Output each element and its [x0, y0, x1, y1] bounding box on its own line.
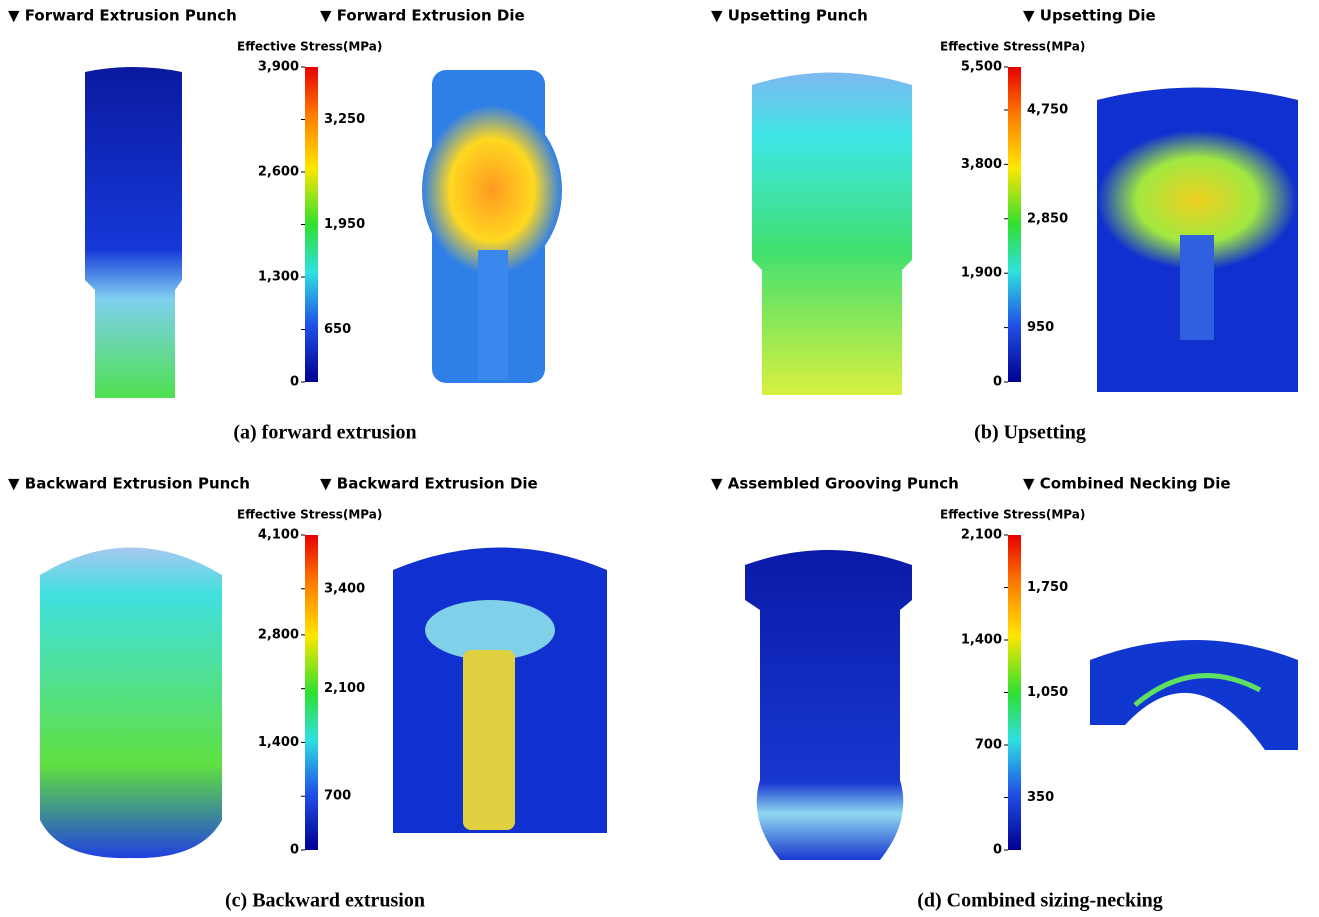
punch-shape — [40, 548, 222, 859]
caption: (c) Backward extrusion — [225, 890, 425, 912]
punch-title: ▼ Forward Extrusion Punch — [8, 7, 237, 25]
punch-title: ▼ Assembled Grooving Punch — [711, 475, 959, 493]
tick-label: 1,400 — [258, 735, 299, 750]
tick-label: 650 — [324, 322, 351, 337]
punch-shape — [745, 550, 912, 860]
tick-label: 3,900 — [258, 60, 299, 75]
die-title: ▼ Upsetting Die — [1023, 7, 1156, 25]
tick-label: 0 — [290, 375, 299, 390]
tick-label: 4,100 — [258, 528, 299, 543]
colorbar — [1008, 67, 1021, 382]
punch-shape — [85, 67, 182, 398]
legend-title: Effective Stress(MPa) — [237, 40, 382, 54]
tick-label: 3,800 — [961, 157, 1002, 172]
die-bore — [463, 650, 515, 830]
tick-label: 2,100 — [961, 528, 1002, 543]
legend-title: Effective Stress(MPa) — [940, 508, 1085, 522]
tick-label: 950 — [1027, 320, 1054, 335]
tick-label: 700 — [324, 789, 351, 804]
tick-label: 0 — [290, 843, 299, 858]
tick-label: 0 — [993, 375, 1002, 390]
tick-label: 1,300 — [258, 270, 299, 285]
die-shape — [1090, 640, 1298, 750]
punch-title: ▼ Upsetting Punch — [711, 7, 868, 25]
legend-title: Effective Stress(MPa) — [940, 40, 1085, 54]
tick-label: 0 — [993, 843, 1002, 858]
tick-label: 1,900 — [961, 266, 1002, 281]
tick-label: 3,400 — [324, 581, 365, 596]
tick-label: 4,750 — [1027, 102, 1068, 117]
die-title: ▼ Combined Necking Die — [1023, 475, 1231, 493]
tick-label: 1,400 — [961, 633, 1002, 648]
tick-label: 2,600 — [258, 165, 299, 180]
die-bore — [1180, 235, 1214, 340]
tick-label: 3,250 — [324, 112, 365, 127]
tick-label: 2,850 — [1027, 211, 1068, 226]
colorbar — [1008, 535, 1021, 850]
caption: (d) Combined sizing-necking — [917, 890, 1163, 912]
caption: (b) Upsetting — [974, 422, 1086, 444]
colorbar — [305, 67, 318, 382]
figure: ▼ Forward Extrusion Punch ▼ Forward Extru… — [0, 0, 1319, 917]
tick-label: 350 — [1027, 790, 1054, 805]
tick-label: 700 — [975, 738, 1002, 753]
die-title: ▼ Forward Extrusion Die — [320, 7, 525, 25]
tick-label: 1,750 — [1027, 580, 1068, 595]
caption: (a) forward extrusion — [233, 422, 416, 444]
legend-title: Effective Stress(MPa) — [237, 508, 382, 522]
die-title: ▼ Backward Extrusion Die — [320, 475, 538, 493]
punch-shape — [752, 73, 912, 396]
tick-label: 1,950 — [324, 217, 365, 232]
punch-title: ▼ Backward Extrusion Punch — [8, 475, 250, 493]
tick-label: 5,500 — [961, 60, 1002, 75]
tick-label: 2,100 — [324, 681, 365, 696]
die-bore — [478, 250, 508, 380]
stress-zone — [422, 105, 562, 275]
tick-label: 1,050 — [1027, 685, 1068, 700]
colorbar — [305, 535, 318, 850]
tick-label: 2,800 — [258, 627, 299, 642]
